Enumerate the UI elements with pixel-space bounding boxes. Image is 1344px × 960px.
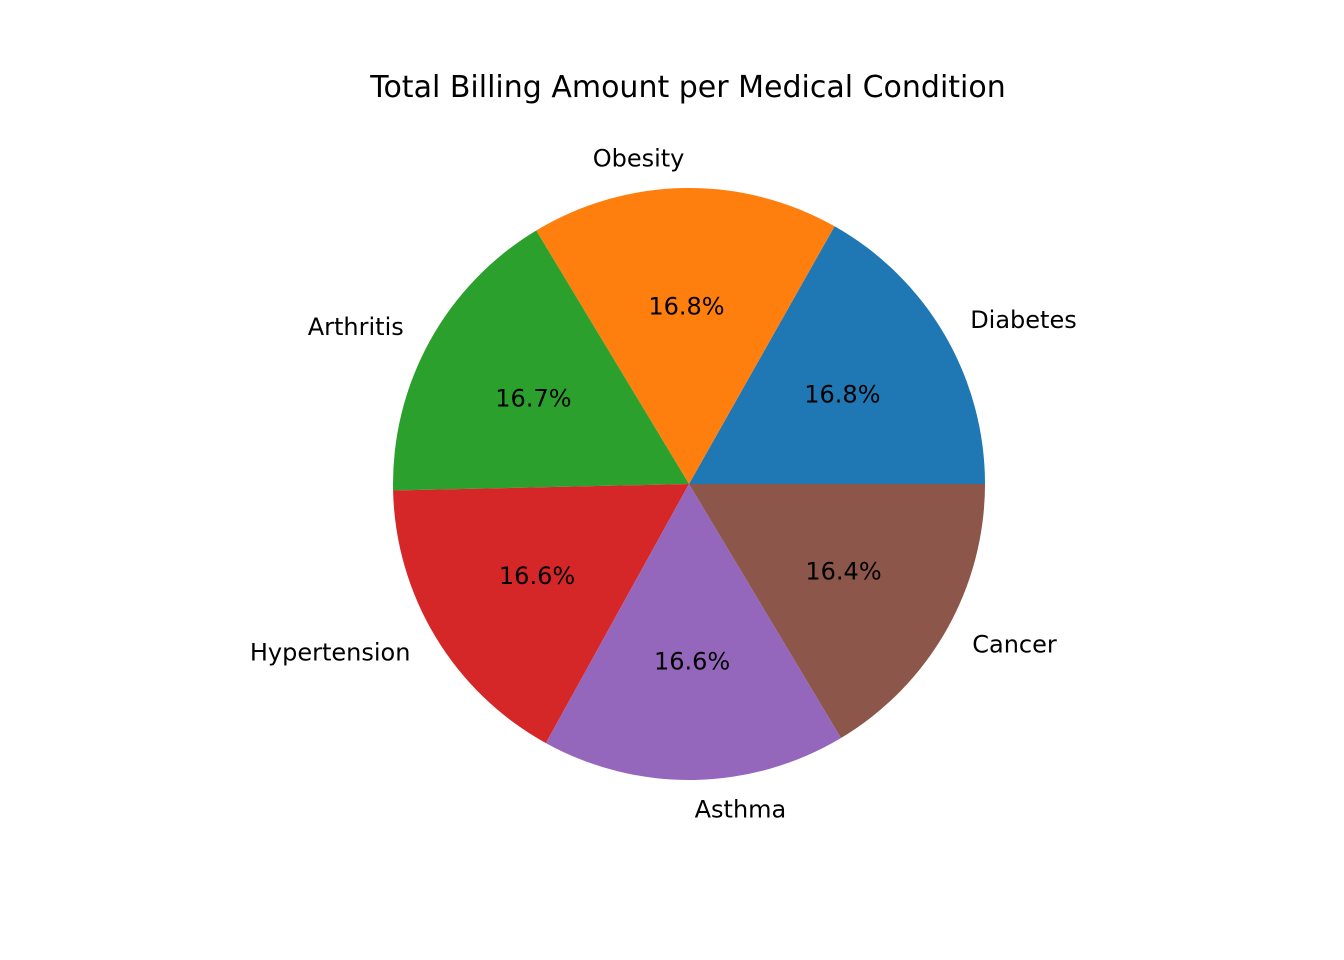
pie-slice-arthritis (392, 230, 689, 491)
pie-slices (392, 187, 985, 780)
slice-percent-diabetes: 16.8% (804, 380, 880, 408)
slice-label-obesity: Obesity (593, 144, 685, 172)
slice-label-asthma: Asthma (695, 796, 787, 824)
pie-slice-cancer (689, 484, 985, 738)
slice-label-diabetes: Diabetes (970, 306, 1077, 334)
pie-labels: Diabetes 16.8% Obesity 16.8% Arthritis 16.7% H… (250, 144, 1077, 823)
pie-slice-hypertension (393, 484, 689, 744)
pie-slice-obesity (536, 187, 835, 484)
slice-label-cancer: Cancer (972, 631, 1057, 659)
slice-percent-hypertension: 16.6% (499, 562, 575, 590)
pie-slice-diabetes (689, 226, 985, 484)
slice-label-hypertension: Hypertension (250, 639, 411, 667)
slice-percent-cancer: 16.4% (805, 558, 881, 586)
pie-slice-asthma (545, 484, 842, 780)
chart-title: Total Billing Amount per Medical Conditi… (370, 70, 1006, 105)
slice-label-arthritis: Arthritis (308, 313, 404, 341)
slice-percent-obesity: 16.8% (648, 292, 724, 320)
slice-percent-asthma: 16.6% (654, 648, 730, 676)
slice-percent-arthritis: 16.7% (495, 384, 571, 412)
